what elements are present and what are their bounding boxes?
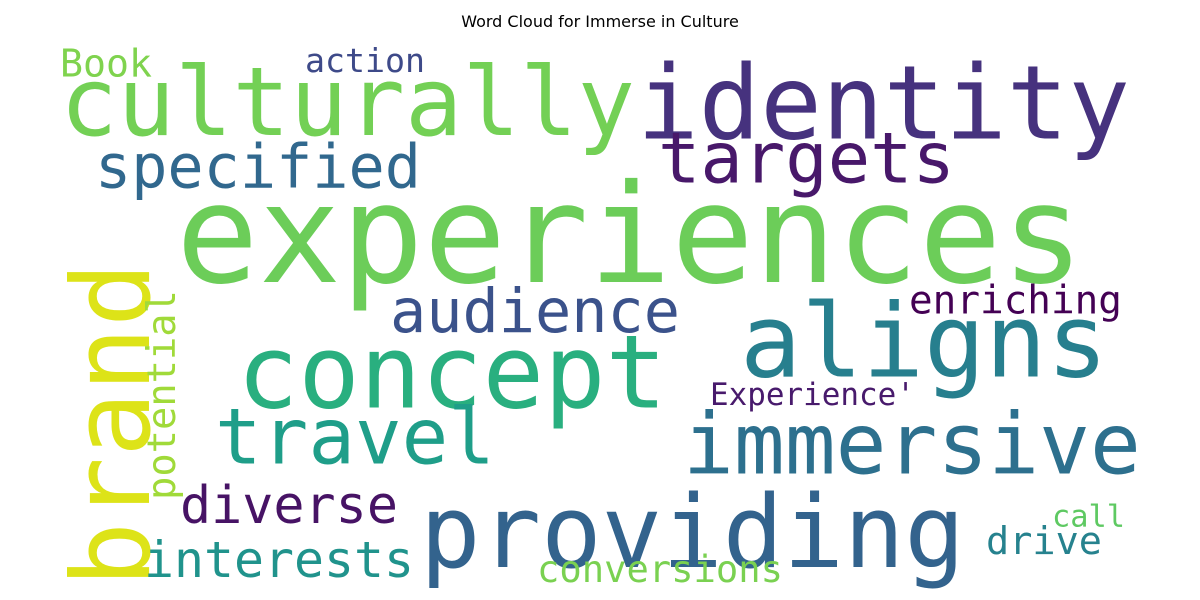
word-conversions: conversions [537, 548, 783, 591]
word-identity: identity [637, 45, 1130, 164]
word-action: action [305, 41, 425, 80]
word-drive: drive [986, 519, 1102, 564]
word-audience: audience [390, 277, 680, 347]
chart-title: Word Cloud for Immerse in Culture [461, 12, 739, 31]
word-concept: concept [237, 314, 667, 433]
word-brand: brand [50, 262, 175, 587]
word-potential: potential [140, 290, 185, 500]
word-experience: Experience' [710, 377, 915, 413]
word-aligns: aligns [740, 283, 1108, 402]
word-specified: specified [95, 133, 421, 203]
word-interests: interests [144, 531, 414, 589]
word-providing: providing [420, 474, 965, 591]
word-travel: travel [215, 393, 495, 483]
word-targets: targets [658, 118, 955, 200]
word-book: Book [60, 43, 152, 87]
word-call: call [1052, 500, 1125, 535]
word-immersive: immersive [683, 396, 1141, 494]
word-enriching: enriching [909, 279, 1122, 324]
word-culturally: culturally [60, 46, 635, 158]
word-diverse: diverse [180, 476, 398, 536]
word-experiences: experiences [176, 156, 1084, 315]
